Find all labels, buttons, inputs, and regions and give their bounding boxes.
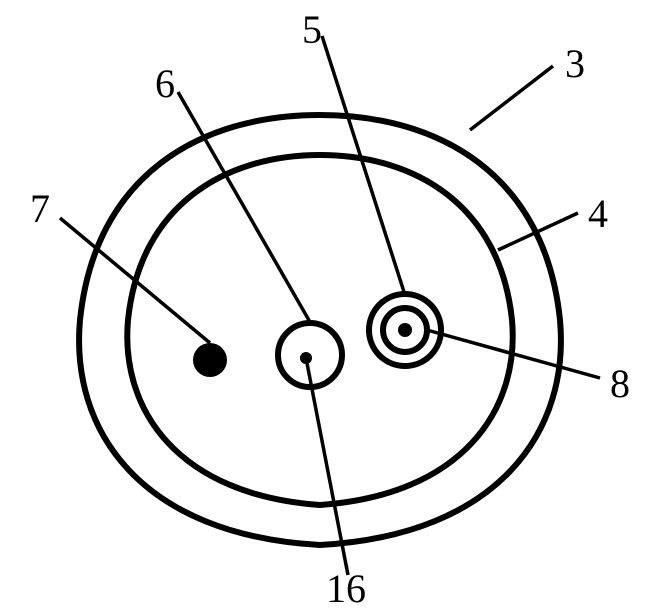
- label-8: 8: [610, 360, 630, 407]
- leader-4: [498, 213, 578, 250]
- label-3: 3: [565, 40, 585, 87]
- label-7: 7: [30, 185, 50, 232]
- outer-oval: [79, 115, 561, 545]
- leader-3: [470, 66, 553, 130]
- inner-oval: [127, 155, 512, 505]
- feature-8-dot: [398, 323, 412, 337]
- label-5: 5: [302, 6, 322, 53]
- label-4: 4: [588, 190, 608, 237]
- feature-7-dot: [193, 343, 227, 377]
- label-6: 6: [155, 60, 175, 107]
- diagram-canvas: [0, 0, 659, 612]
- label-16: 16: [326, 565, 366, 612]
